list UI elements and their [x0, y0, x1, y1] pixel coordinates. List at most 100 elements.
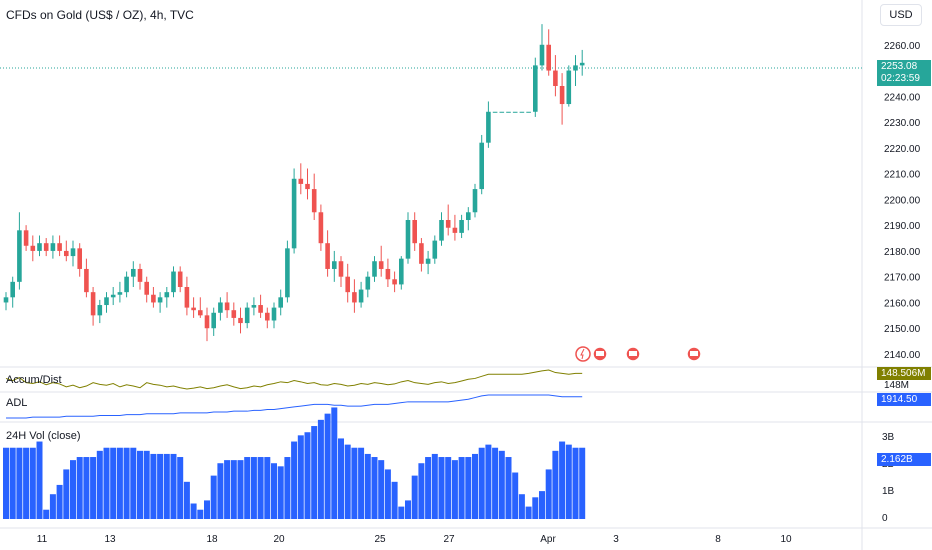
volume-bar — [559, 441, 566, 519]
volume-bar — [36, 441, 43, 519]
candle — [278, 289, 283, 316]
candle — [372, 256, 377, 282]
candle — [452, 214, 458, 241]
candle-body — [512, 111, 518, 113]
candle — [298, 163, 304, 195]
currency-selector[interactable]: USD — [880, 4, 922, 26]
candle-body — [204, 315, 210, 329]
volume-bar — [123, 447, 130, 519]
volume-bar — [311, 426, 318, 519]
candle — [37, 235, 42, 257]
volume-bar — [163, 453, 170, 519]
price-tick-label: 2210.00 — [884, 170, 921, 181]
candle-body — [265, 312, 270, 321]
candle-body — [318, 212, 324, 244]
candle-body — [171, 271, 176, 293]
candle — [238, 307, 243, 334]
candle-body — [238, 317, 243, 324]
volume-bar — [83, 457, 90, 519]
volume-bar — [291, 441, 298, 519]
candle — [131, 261, 136, 287]
volume-bar — [257, 457, 264, 519]
candle — [244, 302, 250, 329]
candle-body — [546, 44, 551, 71]
time-axis-label: Apr — [540, 534, 556, 545]
candle-body — [137, 268, 143, 282]
volume-bar — [512, 472, 519, 519]
volume-bar — [331, 407, 338, 519]
candle — [385, 258, 391, 287]
volume-bar — [3, 447, 9, 519]
volume-bar — [116, 447, 123, 519]
volume-bar — [190, 503, 197, 519]
candle — [519, 111, 525, 113]
candle-body — [258, 305, 263, 313]
volume-bar — [250, 457, 257, 519]
candle-body — [64, 250, 69, 257]
candle-body — [526, 111, 531, 113]
accum-dist-line — [5, 369, 583, 390]
volume-bar — [197, 509, 204, 519]
candle — [171, 266, 176, 298]
volume-bar — [76, 457, 83, 519]
candle-body — [378, 261, 384, 269]
candle-body — [271, 307, 277, 321]
time-axis-label: 13 — [104, 534, 116, 545]
volume-bar — [137, 450, 143, 519]
candle — [472, 183, 478, 218]
volume-bar — [177, 457, 184, 519]
volume-bar — [405, 500, 411, 519]
candle — [439, 212, 444, 246]
accum-dist-label[interactable]: Accum/Dist — [6, 374, 62, 386]
candle — [533, 57, 538, 117]
volume-bar — [351, 447, 358, 519]
candle-body — [90, 292, 96, 316]
volume-bar — [224, 460, 231, 519]
price-tick-label: 2150.00 — [884, 324, 921, 335]
candle-body — [445, 220, 451, 228]
volume-bar — [90, 457, 97, 519]
candle — [3, 292, 9, 311]
volume-bar — [103, 447, 110, 519]
candle — [325, 230, 330, 277]
candle-body — [539, 44, 545, 66]
candle — [191, 297, 196, 318]
candle-body — [104, 297, 109, 306]
volume-bar — [284, 457, 291, 519]
volume-bar — [324, 413, 331, 519]
candle — [265, 307, 270, 329]
time-axis-label: 11 — [37, 534, 48, 545]
us-flag-icon-stripe — [596, 351, 604, 356]
volume-tick-label: 1B — [882, 486, 895, 497]
candle-body — [184, 287, 190, 308]
volume-bar — [425, 457, 432, 519]
candle-body — [479, 142, 484, 190]
candle — [64, 240, 69, 262]
candle — [224, 292, 230, 318]
lightning-glyph — [580, 348, 585, 360]
last-price-value: 2253.08 — [881, 61, 918, 72]
candle-body — [97, 305, 103, 316]
volume-label[interactable]: 24H Vol (close) — [6, 430, 81, 442]
candle-body — [191, 307, 196, 311]
candle — [358, 281, 364, 308]
candle — [104, 292, 109, 313]
volume-bar — [244, 457, 251, 519]
candle-body — [37, 243, 42, 251]
candle — [157, 292, 163, 313]
candle — [43, 238, 49, 257]
candle — [332, 250, 337, 282]
candle — [184, 276, 190, 316]
accum-badge: 148.506M — [877, 367, 931, 380]
candle-body — [486, 111, 491, 143]
candle — [553, 55, 558, 97]
volume-bar — [431, 453, 438, 519]
adl-badge: 1914.50 — [877, 393, 931, 406]
candle — [492, 111, 498, 113]
adl-label[interactable]: ADL — [6, 397, 28, 409]
candle-body — [405, 220, 411, 259]
price-tick-label: 2170.00 — [884, 273, 921, 284]
price-tick-label: 2140.00 — [884, 350, 921, 361]
candle-body — [553, 70, 558, 86]
